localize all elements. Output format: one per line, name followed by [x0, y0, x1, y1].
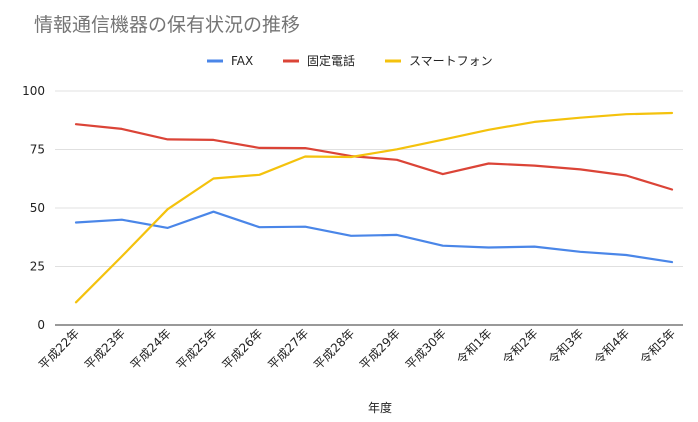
data-point — [623, 252, 629, 258]
series-0 — [73, 209, 675, 265]
y-tick-label: 25 — [30, 260, 45, 274]
data-point — [577, 249, 583, 255]
legend-label: FAX — [231, 54, 253, 68]
data-point — [165, 206, 171, 212]
x-tick-label: 令和2年 — [499, 326, 540, 367]
x-tick-label: 平成28年 — [311, 326, 357, 372]
data-point — [256, 145, 262, 151]
y-tick-label: 0 — [37, 318, 45, 332]
series-1 — [73, 121, 675, 193]
x-axis: 平成22年 平成23年 平成24年 平成25年 平成26年 平成27年 平成28年 平成29年… — [36, 326, 678, 373]
legend-item[interactable]: 固定電話 — [283, 53, 355, 68]
data-point — [119, 126, 125, 132]
data-point — [531, 119, 537, 125]
data-point — [394, 146, 400, 152]
data-point — [119, 217, 125, 223]
data-point — [531, 244, 537, 250]
data-point — [577, 115, 583, 121]
data-point — [302, 154, 308, 160]
series-line — [74, 111, 674, 304]
x-tick-label: 平成27年 — [265, 326, 311, 372]
data-point — [486, 127, 492, 133]
x-tick-label: 令和1年 — [453, 326, 494, 367]
chart-title: 情報通信機器の保有状況の推移 — [34, 14, 301, 36]
series-2 — [73, 110, 675, 305]
x-tick-label: 令和3年 — [545, 326, 586, 367]
data-point — [211, 209, 217, 215]
data-point — [440, 243, 446, 249]
data-point — [669, 110, 675, 116]
x-tick-label: 令和5年 — [637, 326, 678, 367]
data-point — [623, 111, 629, 117]
legend-label: スマートフォン — [409, 54, 493, 68]
data-point — [211, 176, 217, 182]
x-tick-label: 平成29年 — [357, 326, 403, 372]
y-axis: 0 25 50 75 100 — [22, 84, 45, 332]
x-tick-label: 平成24年 — [128, 326, 174, 372]
data-point — [348, 154, 354, 160]
data-point — [577, 166, 583, 172]
data-point — [73, 299, 79, 305]
data-point — [73, 220, 79, 226]
data-point — [440, 171, 446, 177]
data-point — [486, 161, 492, 167]
data-point — [669, 187, 675, 193]
data-point — [531, 163, 537, 169]
data-point — [302, 224, 308, 230]
legend-item[interactable]: FAX — [207, 54, 253, 68]
data-point — [486, 245, 492, 251]
data-point — [394, 157, 400, 163]
data-point — [256, 172, 262, 178]
data-point — [256, 224, 262, 230]
x-tick-label: 令和4年 — [591, 326, 632, 367]
data-point — [623, 172, 629, 178]
data-point — [211, 137, 217, 143]
data-point — [669, 259, 675, 265]
x-axis-title: 年度 — [368, 400, 392, 415]
x-tick-label: 平成22年 — [36, 326, 82, 372]
data-point — [73, 121, 79, 127]
legend-item[interactable]: スマートフォン — [385, 54, 493, 68]
x-tick-label: 平成25年 — [173, 326, 219, 372]
x-tick-label: 平成26年 — [219, 326, 265, 372]
data-point — [119, 253, 125, 259]
data-point — [348, 233, 354, 239]
x-tick-label: 平成23年 — [82, 326, 128, 372]
data-point — [440, 137, 446, 143]
gridlines — [55, 90, 683, 326]
legend[interactable]: FAX 固定電話 スマートフォン — [207, 53, 493, 68]
y-tick-label: 100 — [22, 84, 45, 98]
series-line — [74, 123, 674, 191]
data-point — [165, 136, 171, 142]
series-line — [74, 210, 674, 264]
data-point — [165, 225, 171, 231]
y-tick-label: 75 — [30, 143, 45, 157]
legend-label: 固定電話 — [307, 53, 355, 68]
series-lines — [73, 110, 675, 305]
data-point — [302, 145, 308, 151]
x-tick-label: 平成30年 — [403, 326, 449, 372]
y-tick-label: 50 — [30, 201, 45, 215]
data-point — [394, 232, 400, 238]
